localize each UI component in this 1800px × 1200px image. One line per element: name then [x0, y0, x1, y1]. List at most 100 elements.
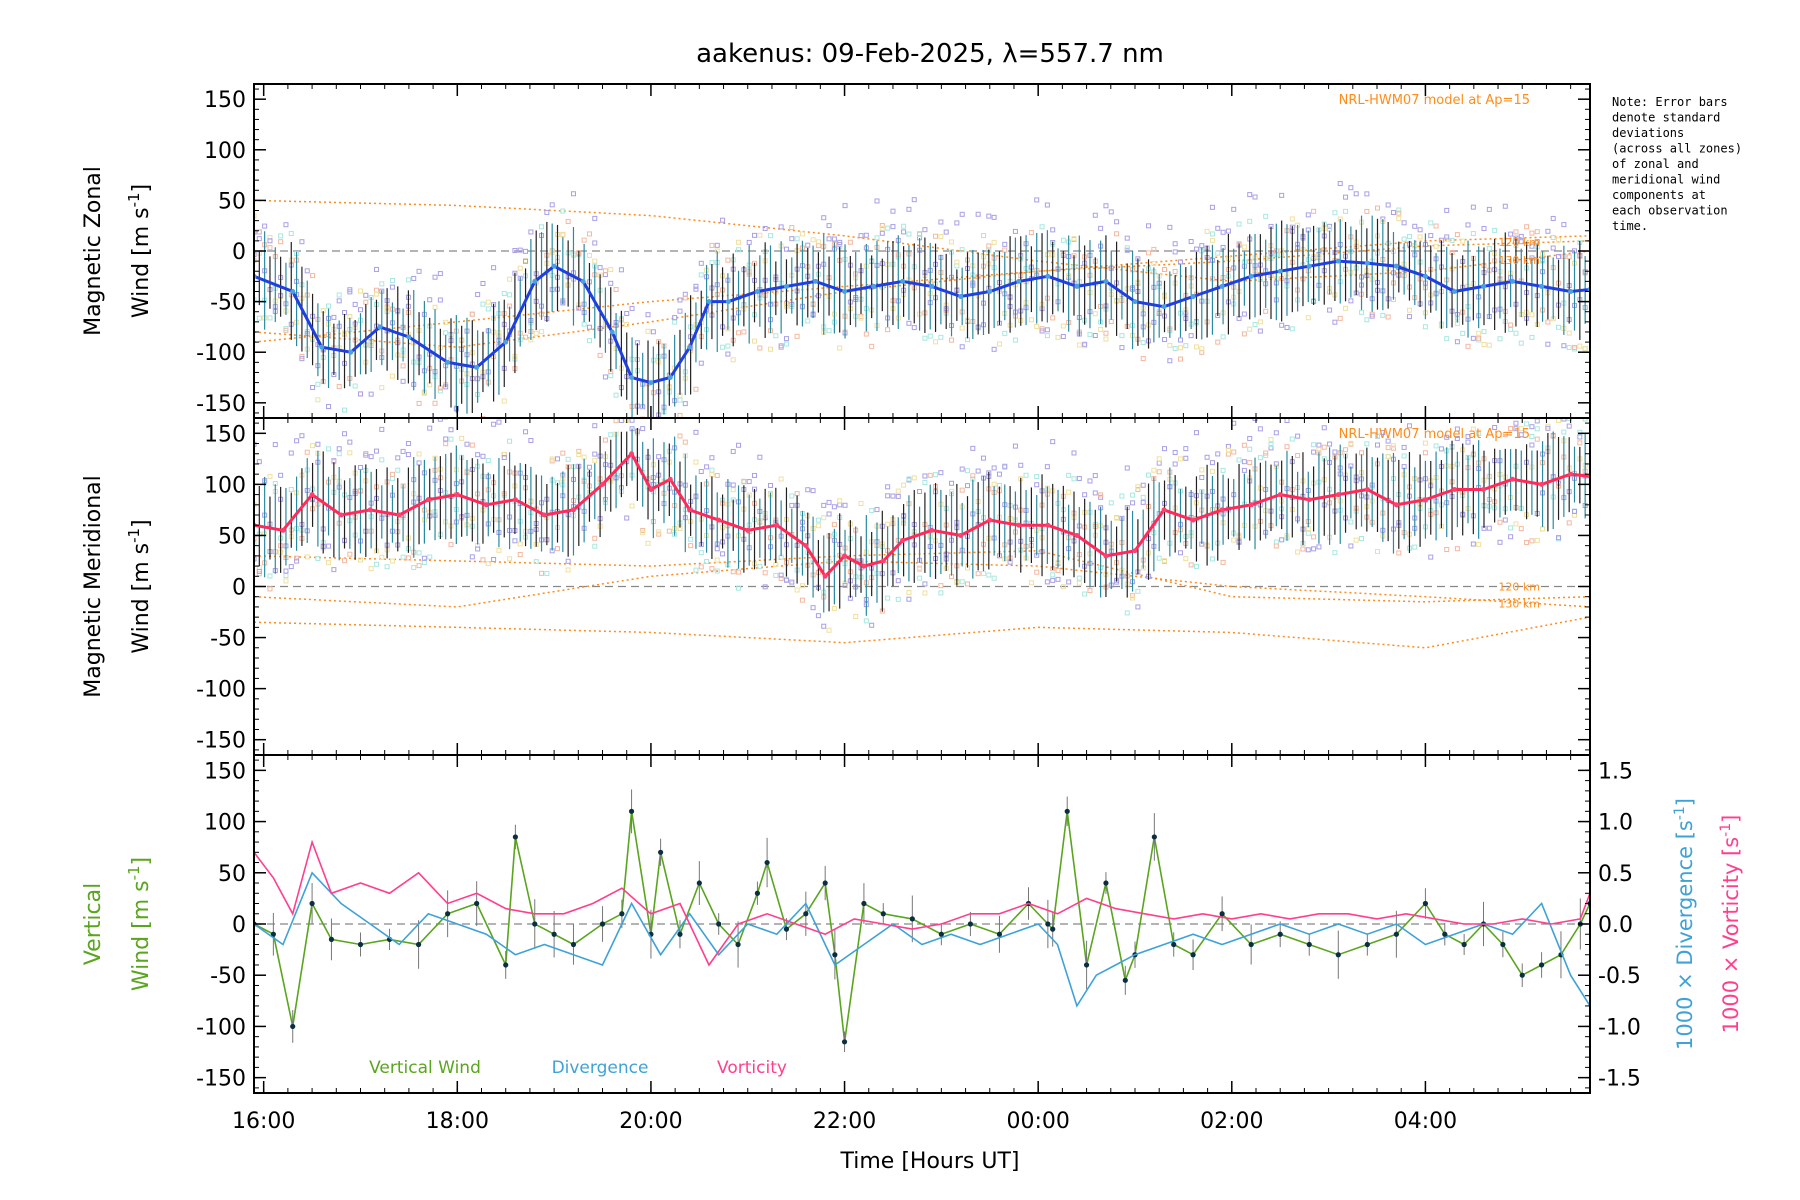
zone-point	[1241, 244, 1247, 250]
meridional-wind-point	[454, 492, 460, 498]
zone-point	[736, 569, 742, 575]
meridional-wind-point	[1016, 522, 1022, 528]
zone-point	[1273, 543, 1279, 549]
x-tick-label: 16:00	[232, 1109, 295, 1134]
zone-point	[512, 248, 518, 254]
zone-point	[1406, 307, 1412, 313]
zone-point	[709, 566, 715, 572]
zone-point	[821, 515, 827, 521]
zone-point	[1316, 447, 1322, 453]
zone-point	[278, 233, 284, 239]
zone-point	[1327, 307, 1333, 313]
zone-point	[1167, 358, 1173, 364]
zone-point	[1199, 467, 1205, 473]
vertical-wind-point	[570, 941, 577, 948]
zonal-wind-point	[783, 283, 789, 289]
zone-point	[980, 233, 986, 239]
zone-point	[448, 542, 454, 548]
zone-point	[1327, 441, 1333, 447]
zone-point	[1039, 224, 1045, 230]
meridional-wind-point	[1190, 517, 1196, 523]
zone-point	[613, 418, 619, 424]
zone-point	[959, 247, 965, 253]
zone-point	[1359, 450, 1365, 456]
zone-point	[1209, 460, 1215, 466]
zone-point	[1460, 330, 1466, 336]
zone-point	[1406, 314, 1412, 320]
zone-point	[1050, 439, 1056, 445]
zone-point	[1124, 465, 1130, 471]
zone-point	[1518, 239, 1524, 245]
zone-point	[1092, 473, 1098, 479]
zone-point	[576, 452, 582, 458]
zone-point	[1177, 337, 1183, 343]
zone-point	[1247, 218, 1253, 224]
meridional-wind-point	[1393, 502, 1399, 508]
zone-point	[1220, 559, 1226, 565]
zone-point	[698, 564, 704, 570]
meridional-ylabel-line1: Magnetic Meridional	[81, 475, 106, 697]
zone-point	[299, 239, 305, 245]
vertical-wind-point	[677, 931, 683, 937]
zone-point	[1476, 335, 1482, 341]
zone-point	[1236, 457, 1242, 463]
zone-point	[730, 569, 736, 575]
zone-point	[789, 225, 795, 231]
vertical-wind-point	[1122, 977, 1128, 983]
meridional-wind-point	[716, 517, 722, 523]
zone-point	[1311, 534, 1317, 540]
zone-point	[256, 315, 262, 321]
zonal-wind-point	[319, 344, 325, 350]
zone-point	[1577, 343, 1583, 349]
zone-point	[922, 473, 928, 479]
zone-point	[1305, 530, 1311, 536]
ylabel-superscript: -1	[125, 865, 143, 880]
zone-point	[267, 315, 273, 321]
zone-point	[1321, 444, 1327, 450]
zone-point	[1433, 223, 1439, 229]
zone-point	[624, 515, 630, 521]
zone-point	[1481, 226, 1487, 232]
zonal-wind-point	[1045, 273, 1051, 279]
zone-point	[752, 472, 758, 478]
zone-point	[523, 258, 529, 264]
zone-point	[1188, 239, 1194, 245]
zone-point	[315, 397, 321, 403]
vertical-wind-point	[803, 911, 809, 917]
zone-point	[1273, 461, 1279, 467]
zone-point	[1177, 456, 1183, 462]
vertical-wind-point	[1306, 941, 1312, 948]
zone-point	[299, 433, 305, 439]
zone-point	[1193, 563, 1199, 569]
zone-point	[1556, 418, 1562, 423]
zone-point	[278, 239, 284, 245]
zone-point	[272, 442, 278, 448]
zone-point	[917, 565, 923, 571]
zone-point	[826, 328, 832, 334]
zone-point	[1268, 436, 1274, 442]
zone-point	[847, 239, 853, 245]
zone-point	[799, 583, 805, 589]
zone-point	[1215, 339, 1221, 345]
zone-point	[326, 543, 332, 549]
zone-point	[427, 297, 433, 303]
zone-point	[1513, 426, 1519, 432]
zone-point	[1460, 238, 1466, 244]
zone-point	[389, 471, 395, 477]
zone-point	[1257, 328, 1263, 334]
vertical-wind-point	[628, 808, 635, 814]
y-tick-label: 50	[218, 189, 246, 214]
zone-point	[1146, 250, 1152, 256]
vertical-wind-point	[1442, 931, 1448, 937]
zone-point	[363, 452, 369, 458]
zone-point	[416, 563, 422, 569]
zone-point	[1188, 333, 1194, 339]
zone-point	[767, 346, 773, 352]
zone-point	[1082, 341, 1088, 347]
zone-point	[783, 577, 789, 583]
zone-point	[267, 238, 273, 244]
zone-point	[1092, 332, 1098, 338]
zone-point	[549, 202, 555, 208]
zone-point	[1337, 181, 1343, 187]
zone-point	[1513, 229, 1519, 235]
